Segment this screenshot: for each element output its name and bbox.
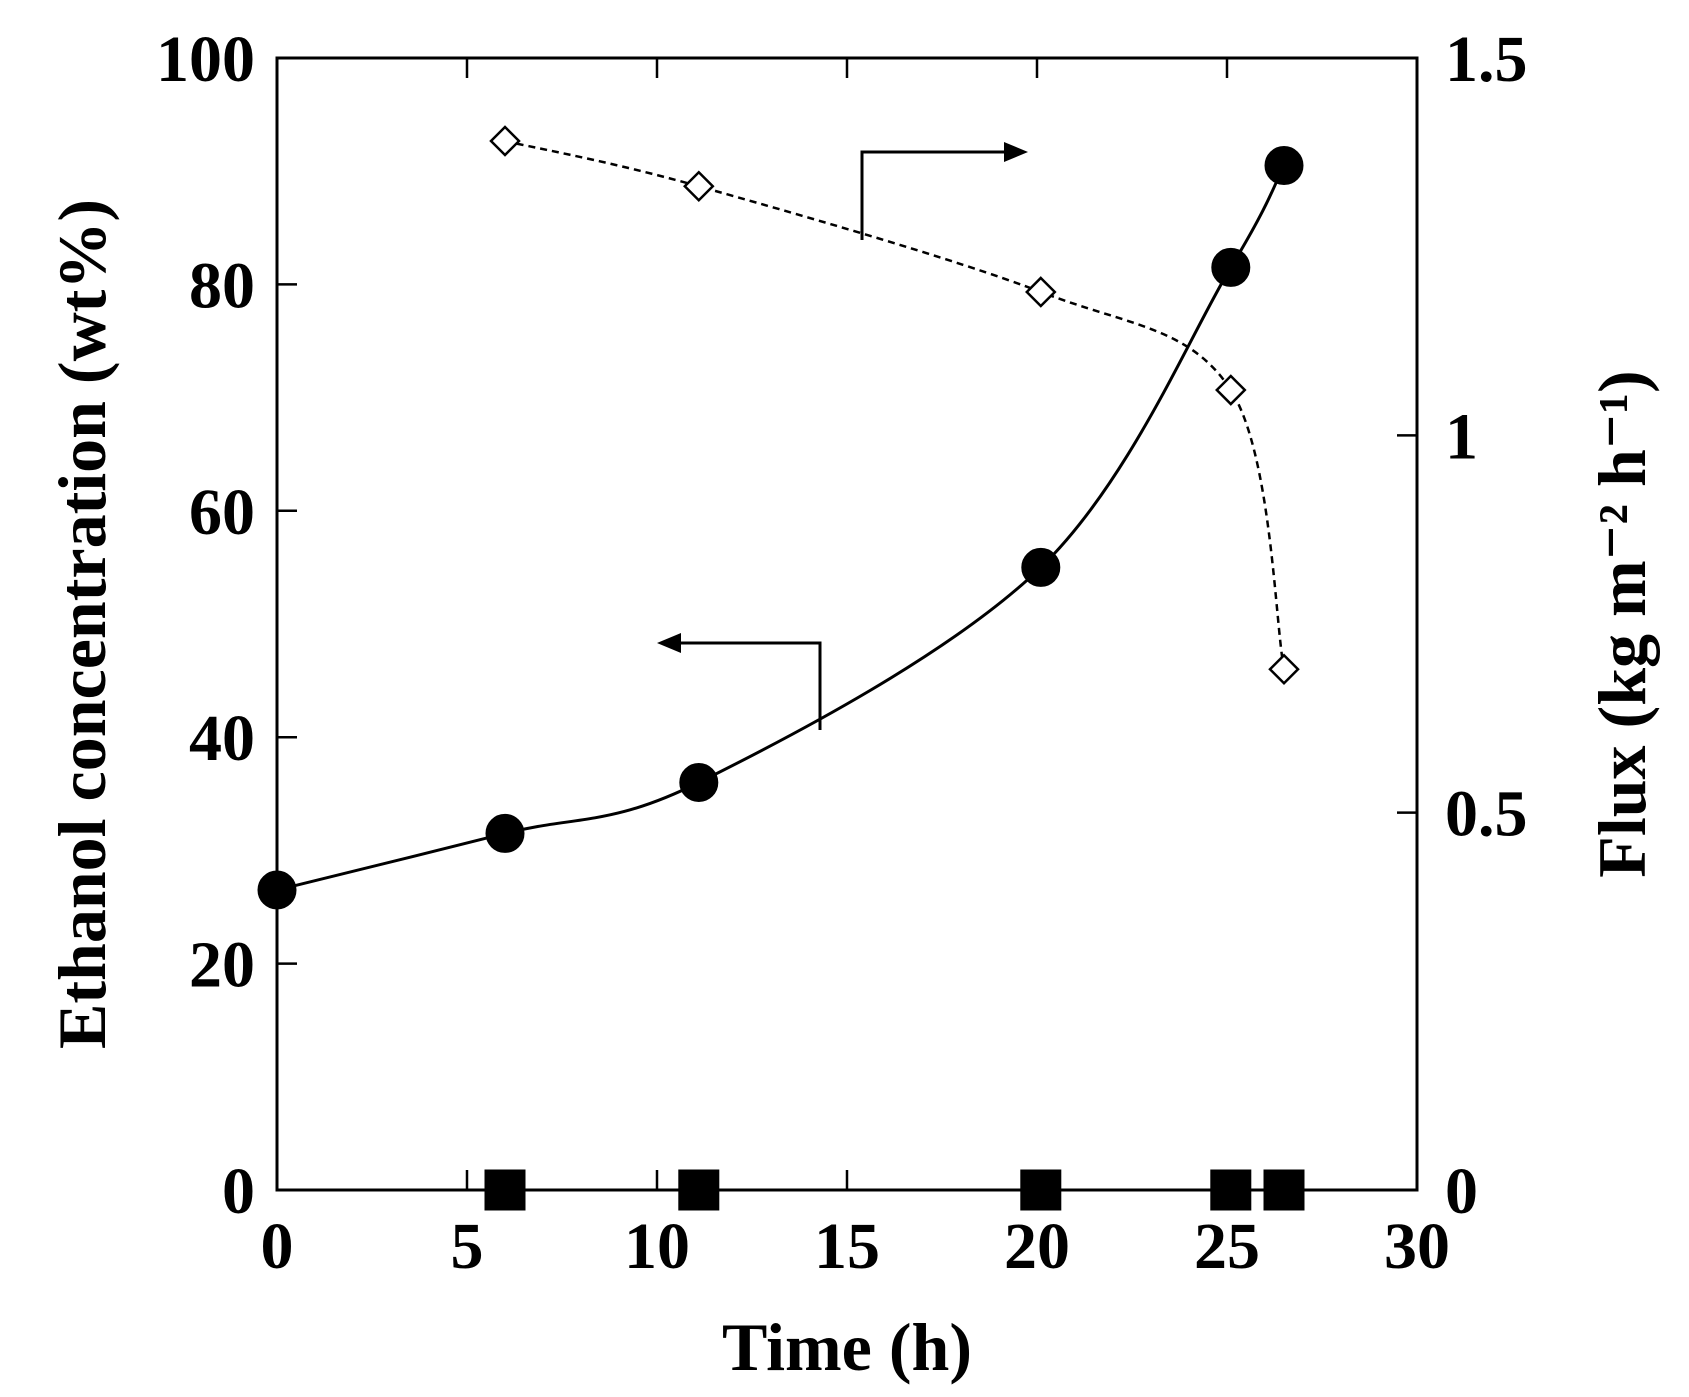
flux-point [683, 170, 715, 203]
zero-value-square-point [1210, 1169, 1252, 1211]
series-layer [257, 125, 1305, 1211]
ethanol-concentration-point [1264, 146, 1304, 186]
y-tick-label: 80 [189, 249, 255, 322]
ethanol-concentration-point [1211, 247, 1251, 287]
x-tick-label: 15 [814, 1210, 880, 1283]
right-arrow-head [1004, 142, 1028, 162]
y-tick-label: 20 [189, 929, 255, 1002]
x-axis-title: Time (h) [722, 1309, 972, 1385]
x-tick-label: 30 [1384, 1210, 1450, 1283]
flux-line [504, 139, 1286, 670]
flux-point [1268, 653, 1300, 686]
ethanol-concentration-point [1021, 547, 1061, 587]
y2-tick-label: 1.5 [1445, 23, 1528, 96]
x-tick-label: 0 [261, 1210, 294, 1283]
left-axis-arrow-indicator [665, 641, 822, 730]
zero-value-square-point [678, 1169, 720, 1211]
ethanol-concentration-line [276, 164, 1286, 892]
left-arrow-head [657, 633, 681, 653]
y2-tick-label: 1 [1445, 400, 1478, 473]
y-axis-title: Ethanol concentration (wt%) [44, 199, 120, 1049]
flux-point [1215, 374, 1247, 406]
zero-value-square-point [1263, 1169, 1305, 1211]
ethanol-concentration-point [485, 813, 525, 853]
zero-value-square-point [1020, 1169, 1062, 1211]
y-tick-label: 0 [222, 1155, 255, 1228]
right-axis-ticks: 0 0.5 1 1.5 [1397, 23, 1528, 1228]
y-tick-label: 40 [189, 702, 255, 775]
y2-tick-label: 0 [1445, 1155, 1478, 1228]
y2-axis-title: Flux (kg m⁻² h⁻¹) [1584, 370, 1660, 877]
x-tick-label: 20 [1004, 1210, 1070, 1283]
zero-value-square-point [484, 1169, 526, 1211]
y2-tick-label: 0.5 [1445, 778, 1528, 851]
x-tick-label: 25 [1194, 1210, 1260, 1283]
right-axis-arrow-indicator [860, 150, 1020, 240]
y-tick-label: 60 [189, 476, 255, 549]
ethanol-concentration-point [679, 762, 719, 802]
x-axis-ticks: 0 5 10 15 20 25 30 [261, 58, 1450, 1283]
ethanol-concentration-point [257, 870, 297, 910]
flux-point [489, 125, 521, 157]
x-tick-label: 10 [624, 1210, 690, 1283]
y-tick-label: 100 [156, 23, 255, 96]
flux-point [1025, 276, 1057, 308]
x-tick-label: 5 [451, 1210, 484, 1283]
left-axis-ticks: 0 20 40 60 80 100 [156, 23, 297, 1228]
